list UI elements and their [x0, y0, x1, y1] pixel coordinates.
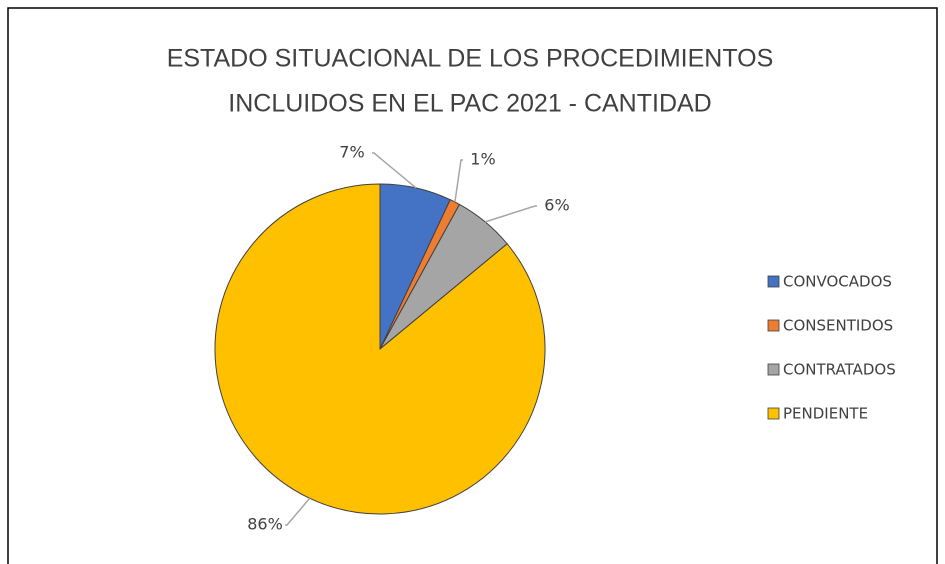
- data-label: 7%: [339, 143, 364, 162]
- leader-line: [454, 159, 463, 203]
- data-label: 1%: [470, 150, 495, 169]
- legend-swatch: [767, 275, 780, 288]
- legend-label: CONSENTIDOS: [783, 317, 893, 335]
- leader-line: [285, 497, 311, 526]
- legend-swatch: [767, 407, 780, 420]
- legend-swatch: [767, 363, 780, 376]
- data-label: 6%: [544, 196, 569, 215]
- data-label: 86%: [247, 515, 283, 534]
- pie-slice: [214, 183, 546, 515]
- leader-line: [372, 152, 417, 189]
- chart-title-line: INCLUIDOS EN EL PAC 2021 - CANTIDAD: [228, 90, 711, 118]
- leader-line: [484, 205, 537, 223]
- legend-swatch: [767, 319, 780, 332]
- legend-label: CONVOCADOS: [783, 273, 892, 291]
- legend-label: CONTRATADOS: [783, 361, 896, 379]
- legend-label: PENDIENTE: [783, 405, 868, 423]
- chart-title-line: ESTADO SITUACIONAL DE LOS PROCEDIMIENTOS: [167, 45, 774, 73]
